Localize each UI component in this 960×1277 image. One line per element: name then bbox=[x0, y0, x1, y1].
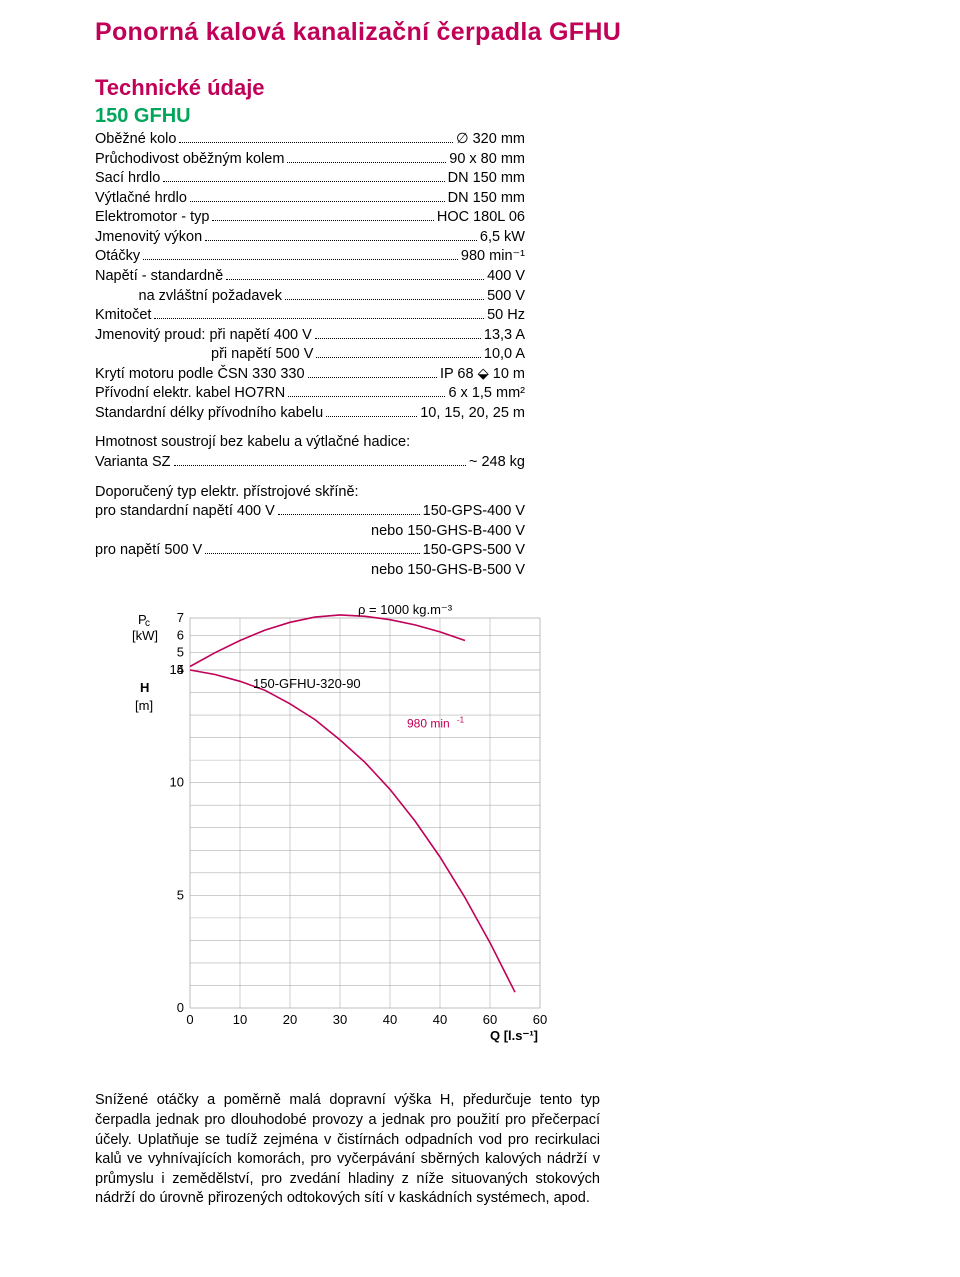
svg-text:0: 0 bbox=[186, 1012, 193, 1027]
spec-label: Standardní délky přívodního kabelu bbox=[95, 404, 323, 424]
spec-label: Výtlačné hrdlo bbox=[95, 189, 187, 209]
weight-heading: Hmotnost soustrojí bez kabelu a výtlačné… bbox=[95, 433, 525, 453]
enclosure-row: pro napětí 500 V 150-GPS-500 V bbox=[95, 541, 525, 561]
spec-label: na zvláštní požadavek bbox=[95, 287, 282, 307]
svg-text:30: 30 bbox=[333, 1012, 347, 1027]
enclosure-alt-value: nebo 150-GHS-B-400 V bbox=[95, 522, 525, 542]
svg-text:Q [l.s⁻¹]: Q [l.s⁻¹] bbox=[490, 1028, 538, 1043]
enclosure-list: pro standardní napětí 400 V 150-GPS-400 V… bbox=[95, 502, 525, 580]
spec-value: HOC 180L 06 bbox=[437, 208, 525, 228]
svg-text:[kW]: [kW] bbox=[132, 628, 158, 643]
spec-value: 10,0 A bbox=[484, 345, 525, 365]
svg-text:40: 40 bbox=[433, 1012, 447, 1027]
svg-text:5: 5 bbox=[177, 888, 184, 903]
page-title: Ponorná kalová kanalizační čerpadla GFHU bbox=[95, 18, 890, 47]
enclosure-value: 150-GPS-500 V bbox=[423, 541, 525, 561]
spec-row: Kmitočet 50 Hz bbox=[95, 306, 525, 326]
spec-label: Přívodní elektr. kabel HO7RN bbox=[95, 384, 285, 404]
svg-text:10: 10 bbox=[233, 1012, 247, 1027]
svg-text:10: 10 bbox=[170, 775, 184, 790]
spec-value: 400 V bbox=[487, 267, 525, 287]
spec-label: Krytí motoru podle ČSN 330 330 bbox=[95, 365, 305, 385]
svg-text:20: 20 bbox=[283, 1012, 297, 1027]
spec-value: 500 V bbox=[487, 287, 525, 307]
model-name: 150 GFHU bbox=[95, 105, 890, 128]
spec-row: na zvláštní požadavek 500 V bbox=[95, 287, 525, 307]
spec-value: 6,5 kW bbox=[480, 228, 525, 248]
spec-row: Otáčky 980 min⁻¹ bbox=[95, 247, 525, 267]
spec-value: 10, 15, 20, 25 m bbox=[420, 404, 525, 424]
spec-label: Jmenovitý výkon bbox=[95, 228, 202, 248]
spec-value: 13,3 A bbox=[484, 326, 525, 346]
svg-text:5: 5 bbox=[177, 645, 184, 660]
spec-row: Napětí - standardně 400 V bbox=[95, 267, 525, 287]
spec-label: Napětí - standardně bbox=[95, 267, 223, 287]
spec-label: Oběžné kolo bbox=[95, 130, 176, 150]
spec-value: DN 150 mm bbox=[448, 189, 525, 209]
spec-row: Přívodní elektr. kabel HO7RN 6 x 1,5 mm² bbox=[95, 384, 525, 404]
svg-text:60: 60 bbox=[533, 1012, 547, 1027]
enclosure-label: pro standardní napětí 400 V bbox=[95, 502, 275, 522]
spec-value: 90 x 80 mm bbox=[449, 150, 525, 170]
spec-row: Standardní délky přívodního kabelu 10, 15… bbox=[95, 404, 525, 424]
spec-value: ∅ 320 mm bbox=[456, 130, 525, 150]
svg-text:[m]: [m] bbox=[135, 698, 153, 713]
spec-value: 50 Hz bbox=[487, 306, 525, 326]
spec-label: Otáčky bbox=[95, 247, 140, 267]
spec-row: Sací hrdlo DN 150 mm bbox=[95, 169, 525, 189]
enclosure-label: pro napětí 500 V bbox=[95, 541, 202, 561]
weight-label: Varianta SZ bbox=[95, 453, 171, 473]
svg-text:ρ = 1000 kg.m⁻³: ρ = 1000 kg.m⁻³ bbox=[358, 602, 453, 617]
spec-row: Průchodivost oběžným kolem 90 x 80 mm bbox=[95, 150, 525, 170]
svg-text:40: 40 bbox=[383, 1012, 397, 1027]
svg-text:7: 7 bbox=[177, 610, 184, 625]
svg-text:-1: -1 bbox=[457, 716, 465, 725]
spec-label: při napětí 500 V bbox=[95, 345, 313, 365]
chart-container: 7654151050010203040406060Pc[kW]H[m]Q [l.… bbox=[95, 598, 890, 1063]
spec-value: DN 150 mm bbox=[448, 169, 525, 189]
svg-text:60: 60 bbox=[483, 1012, 497, 1027]
spec-row: Výtlačné hrdlo DN 150 mm bbox=[95, 189, 525, 209]
spec-label: Sací hrdlo bbox=[95, 169, 160, 189]
svg-text:15: 15 bbox=[170, 662, 184, 677]
spec-label: Průchodivost oběžným kolem bbox=[95, 150, 284, 170]
enclosure-value: 150-GPS-400 V bbox=[423, 502, 525, 522]
pump-chart: 7654151050010203040406060Pc[kW]H[m]Q [l.… bbox=[95, 598, 570, 1058]
spec-label: Kmitočet bbox=[95, 306, 151, 326]
spec-value: 6 x 1,5 mm² bbox=[448, 384, 525, 404]
svg-text:980 min: 980 min bbox=[407, 717, 450, 731]
spec-label: Elektromotor - typ bbox=[95, 208, 209, 228]
spec-label: Jmenovitý proud: při napětí 400 V bbox=[95, 326, 312, 346]
weight-value: ~ 248 kg bbox=[469, 453, 525, 473]
spec-row: při napětí 500 V 10,0 A bbox=[95, 345, 525, 365]
spec-row: Oběžné kolo ∅ 320 mm bbox=[95, 130, 525, 150]
spec-value: IP 68 ⬙ 10 m bbox=[440, 365, 525, 385]
svg-text:6: 6 bbox=[177, 628, 184, 643]
svg-text:0: 0 bbox=[177, 1000, 184, 1015]
spec-list: Oběžné kolo∅ 320 mmPrůchodivost oběžným … bbox=[95, 130, 525, 423]
weight-row: Varianta SZ ~ 248 kg bbox=[95, 453, 525, 473]
svg-text:H: H bbox=[140, 680, 149, 695]
svg-text:150-GFHU-320-90: 150-GFHU-320-90 bbox=[253, 676, 361, 691]
enclosure-row: pro standardní napětí 400 V 150-GPS-400 V bbox=[95, 502, 525, 522]
footer-paragraph: Snížené otáčky a poměrně malá dopravní v… bbox=[95, 1091, 600, 1208]
enclosure-heading: Doporučený typ elektr. přístrojové skřín… bbox=[95, 483, 525, 503]
spec-row: Krytí motoru podle ČSN 330 330 IP 68 ⬙ 10… bbox=[95, 365, 525, 385]
spec-row: Elektromotor - typ HOC 180L 06 bbox=[95, 208, 525, 228]
spec-row: Jmenovitý výkon 6,5 kW bbox=[95, 228, 525, 248]
spec-value: 980 min⁻¹ bbox=[461, 247, 525, 267]
section-subtitle: Technické údaje bbox=[95, 75, 890, 101]
spec-row: Jmenovitý proud: při napětí 400 V 13,3 A bbox=[95, 326, 525, 346]
enclosure-alt-value: nebo 150-GHS-B-500 V bbox=[95, 561, 525, 581]
